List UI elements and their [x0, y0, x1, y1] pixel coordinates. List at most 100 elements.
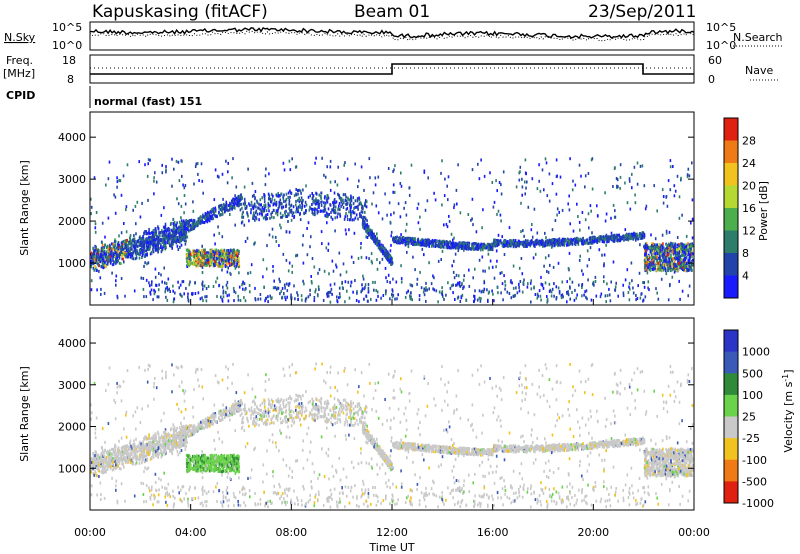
power-cell [107, 257, 109, 261]
power-cell [392, 277, 394, 281]
power-cell [164, 229, 167, 233]
power-cell [656, 268, 658, 272]
power-cell [227, 249, 230, 252]
power-cell [156, 295, 159, 299]
power-cell [218, 261, 220, 265]
power-cell [213, 257, 215, 261]
power-cell [130, 253, 133, 257]
power-cell [665, 195, 668, 198]
power-cell [134, 257, 137, 261]
power-cell [601, 236, 604, 240]
power-cell [361, 206, 363, 210]
power-cell [384, 192, 386, 196]
power-cell [344, 228, 347, 232]
power-cell [500, 192, 503, 196]
power-cell [641, 234, 643, 238]
power-cell [347, 197, 350, 201]
power-cell [604, 219, 607, 223]
power-cell [117, 243, 120, 247]
power-cell [295, 210, 297, 214]
power-cell [329, 180, 332, 184]
power-cell [173, 167, 175, 171]
power-cell [150, 250, 153, 254]
power-cell [392, 237, 394, 241]
power-cell [648, 262, 650, 266]
power-cell [185, 232, 187, 236]
power-cell [303, 204, 306, 208]
power-cell [495, 249, 498, 253]
power-cell [109, 261, 112, 265]
power-cell [104, 253, 107, 257]
power-cell [253, 242, 255, 246]
power-cell [241, 206, 243, 210]
power-cell [471, 197, 474, 201]
power-cell [500, 291, 502, 295]
power-cell [498, 239, 500, 243]
power-cell [188, 253, 190, 257]
power-cell [183, 219, 185, 223]
power-cell [421, 247, 424, 251]
power-cell [225, 204, 228, 208]
power-cell [320, 203, 323, 207]
power-cell [669, 249, 671, 253]
power-cell [346, 218, 349, 221]
power-cell [404, 243, 407, 247]
power-cell [632, 237, 635, 241]
power-cell [185, 219, 188, 222]
power-cell [618, 235, 621, 239]
power-cell [430, 244, 433, 248]
power-cell [456, 243, 458, 247]
power-cell [151, 243, 154, 247]
power-cell [331, 292, 333, 296]
power-cell [102, 248, 105, 252]
power-cell [586, 241, 588, 245]
power-cell [210, 253, 212, 257]
power-cell [138, 243, 141, 247]
power-cell [206, 258, 208, 262]
power-cell [456, 202, 458, 206]
power-cell [192, 200, 194, 204]
power-cell [190, 219, 193, 222]
power-cell [610, 216, 612, 220]
power-cell [671, 275, 674, 279]
power-cell [527, 205, 530, 209]
power-cell [491, 248, 494, 252]
power-cell [356, 199, 359, 203]
power-cell [193, 219, 196, 223]
power-cell [250, 211, 252, 215]
power-cell [481, 245, 484, 249]
power-cell [663, 255, 666, 259]
power-cell [152, 237, 154, 241]
power-cell [134, 204, 137, 208]
power-cell [677, 248, 679, 252]
power-cell [274, 202, 276, 206]
power-cell [171, 157, 173, 161]
power-cell [143, 248, 145, 251]
power-cell [217, 264, 219, 268]
power-cell [251, 194, 254, 198]
power-cell [578, 220, 581, 224]
power-cell [412, 240, 414, 244]
power-cell [524, 192, 526, 196]
power-cell [302, 261, 305, 265]
power-cell [420, 286, 423, 290]
power-cell [218, 210, 220, 214]
power-cell [288, 207, 291, 211]
power-cell [404, 201, 407, 205]
power-cell [676, 236, 679, 239]
power-cell [198, 179, 200, 182]
power-cell [105, 258, 108, 262]
power-cell [366, 219, 368, 223]
power-cell [334, 205, 337, 209]
power-cell [210, 249, 212, 253]
power-cell [646, 271, 649, 275]
power-cell [172, 235, 174, 239]
power-cell [680, 176, 682, 180]
power-cell [224, 209, 226, 213]
power-cell [311, 192, 313, 195]
power-cell [385, 276, 387, 280]
power-cell [288, 261, 291, 265]
power-cell [155, 230, 158, 234]
power-cell [221, 206, 224, 210]
power-cell [394, 164, 396, 168]
